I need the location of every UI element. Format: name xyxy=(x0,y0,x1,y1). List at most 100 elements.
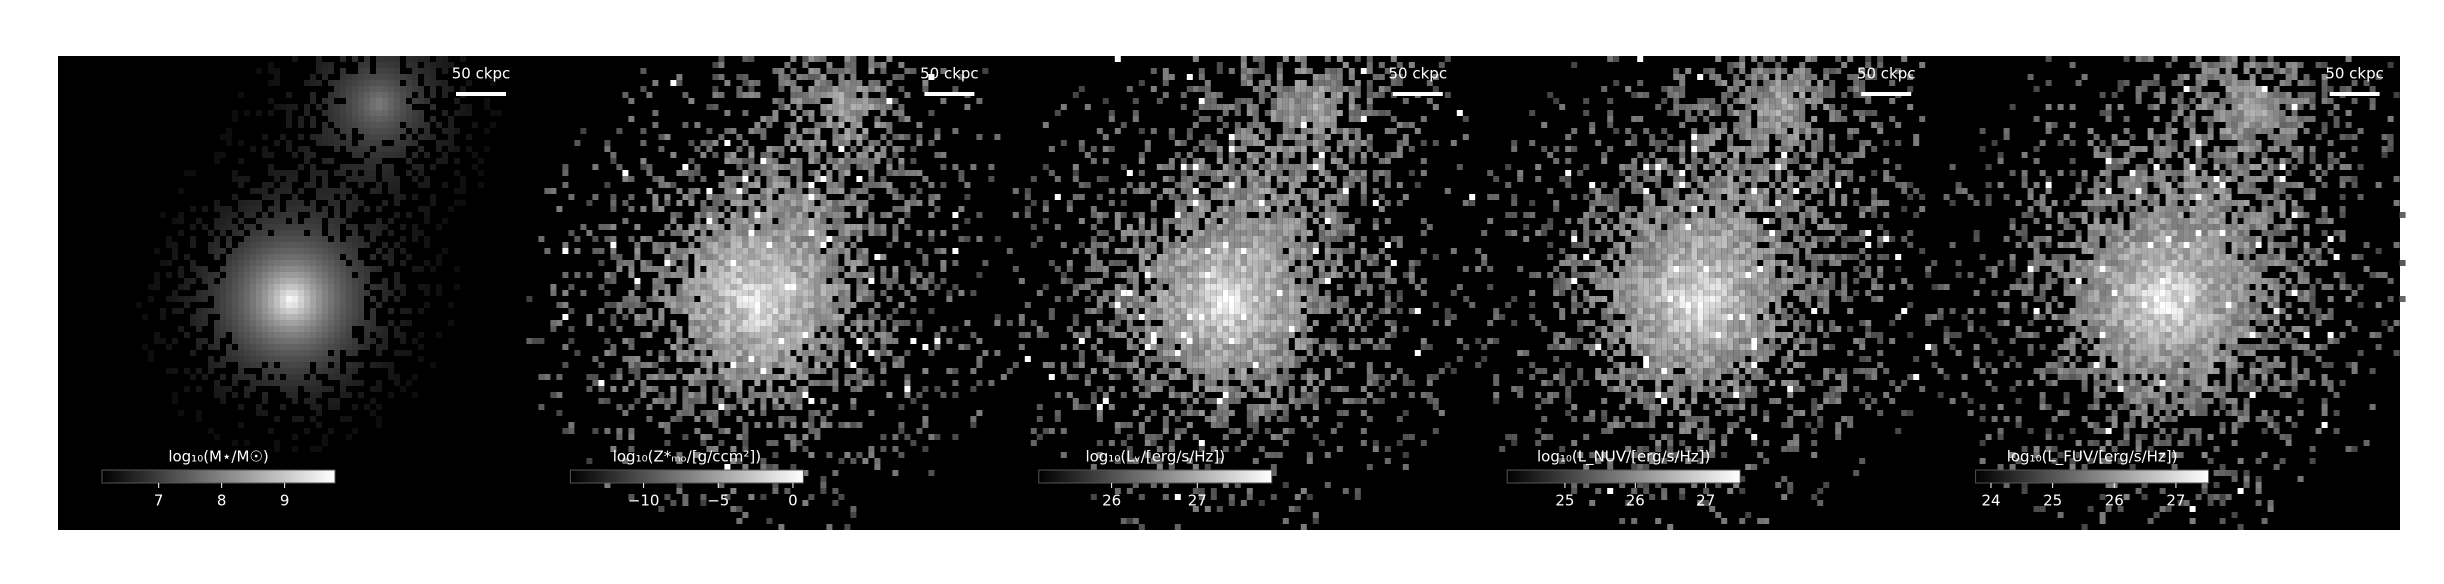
pixel xyxy=(592,374,599,380)
pixel xyxy=(844,86,851,92)
pixel xyxy=(802,146,809,152)
pixel xyxy=(148,356,154,362)
pixel xyxy=(934,344,941,350)
pixel xyxy=(736,236,743,242)
pixel xyxy=(1186,86,1193,92)
pixel xyxy=(1192,338,1199,344)
pixel xyxy=(1114,296,1121,302)
pixel xyxy=(1258,326,1265,332)
pixel xyxy=(700,386,707,392)
pixel xyxy=(772,332,779,338)
pixel xyxy=(436,140,442,146)
pixel xyxy=(310,200,316,206)
pixel xyxy=(682,374,689,380)
pixel xyxy=(796,404,803,410)
pixel xyxy=(1396,80,1403,86)
pixel xyxy=(1324,242,1331,248)
pixel xyxy=(1234,290,1241,296)
pixel xyxy=(688,230,695,236)
pixel xyxy=(754,356,761,362)
pixel xyxy=(730,284,737,290)
pixel xyxy=(1120,200,1127,206)
pixel xyxy=(1288,212,1295,218)
pixel xyxy=(412,230,418,236)
pixel xyxy=(814,170,821,176)
pixel xyxy=(382,146,388,152)
pixel xyxy=(808,326,815,332)
pixel xyxy=(694,164,701,170)
pixel xyxy=(1030,320,1037,326)
pixel xyxy=(430,266,436,272)
pixel xyxy=(862,380,869,386)
pixel xyxy=(850,242,857,248)
pixel xyxy=(1096,242,1103,248)
pixel xyxy=(550,188,557,194)
pixel xyxy=(376,56,382,62)
pixel xyxy=(802,284,809,290)
pixel xyxy=(328,296,334,302)
pixel xyxy=(1048,314,1055,320)
pixel xyxy=(880,176,887,182)
pixel xyxy=(172,308,178,314)
pixel xyxy=(238,206,244,212)
pixel xyxy=(694,248,701,254)
pixel xyxy=(1444,92,1451,98)
pixel xyxy=(628,494,635,500)
pixel xyxy=(802,434,809,440)
pixel xyxy=(238,278,244,284)
pixel xyxy=(304,356,310,362)
pixel xyxy=(1222,110,1229,116)
pixel xyxy=(550,320,557,326)
pixel xyxy=(646,386,653,392)
pixel xyxy=(778,260,785,266)
pixel xyxy=(808,296,815,302)
pixel xyxy=(922,254,929,260)
pixel xyxy=(1030,242,1037,248)
pixel xyxy=(754,350,761,356)
pixel xyxy=(250,356,256,362)
pixel xyxy=(1210,266,1217,272)
pixel xyxy=(1162,92,1169,98)
pixel xyxy=(772,278,779,284)
pixel xyxy=(1042,206,1049,212)
pixel xyxy=(394,110,400,116)
pixel xyxy=(334,170,340,176)
pixel xyxy=(1108,188,1115,194)
pixel xyxy=(712,356,719,362)
pixel xyxy=(412,164,418,170)
pixel xyxy=(832,140,839,146)
pixel xyxy=(400,194,406,200)
pixel xyxy=(586,272,593,278)
pixel xyxy=(1276,80,1283,86)
pixel xyxy=(688,404,695,410)
pixel xyxy=(1414,128,1421,134)
pixel xyxy=(802,260,809,266)
pixel xyxy=(1216,128,1223,134)
pixel xyxy=(238,230,244,236)
pixel xyxy=(940,278,947,284)
pixel xyxy=(826,320,833,326)
pixel xyxy=(898,164,905,170)
pixel xyxy=(574,350,581,356)
pixel xyxy=(682,290,689,296)
pixel xyxy=(346,350,352,356)
pixel xyxy=(1174,200,1181,206)
pixel xyxy=(832,272,839,278)
pixel xyxy=(856,356,863,362)
pixel xyxy=(1198,116,1205,122)
pixel xyxy=(1342,212,1349,218)
pixel xyxy=(664,422,671,428)
pixel xyxy=(742,290,749,296)
pixel xyxy=(1330,302,1337,308)
pixel xyxy=(712,296,719,302)
pixel xyxy=(1324,194,1331,200)
pixel xyxy=(706,260,713,266)
pixel xyxy=(1204,278,1211,284)
pixel xyxy=(376,332,382,338)
pixel xyxy=(382,344,388,350)
pixel xyxy=(436,80,442,86)
pixel xyxy=(670,326,677,332)
pixel xyxy=(886,338,893,344)
pixel xyxy=(292,170,298,176)
pixel xyxy=(616,434,623,440)
